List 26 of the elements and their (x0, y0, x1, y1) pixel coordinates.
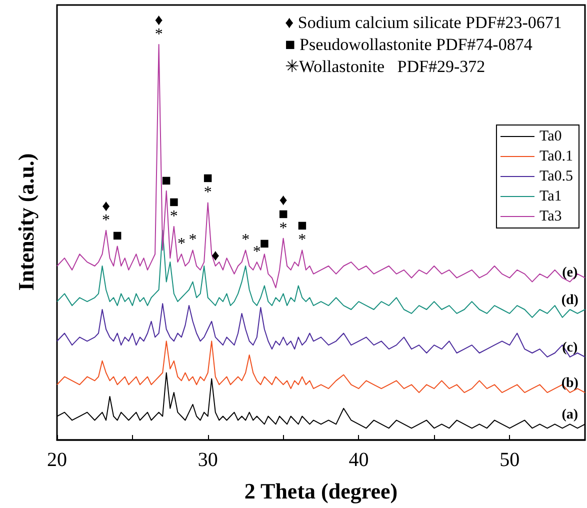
annotation: * (242, 232, 250, 249)
annotation: * (188, 232, 197, 249)
annotation: * (252, 244, 261, 261)
y-axis-title: Intensity (a.u.) (14, 153, 38, 291)
text: ♦ Sodium calcium silicate PDF#23-0671 (285, 13, 562, 32)
x-tick-label: 40 (348, 449, 369, 471)
legend-label: Ta1 (539, 188, 562, 204)
annotation: (a) (562, 408, 578, 423)
annotation: (e) (562, 265, 578, 280)
annotation: ■ (260, 236, 270, 253)
x-axis-title: 2 Theta (degree) (244, 478, 398, 504)
annotation: ✳Wollastonite PDF#29-372 (285, 57, 486, 76)
annotation: ■ Pseudowollastonite PDF#74-0874 (285, 35, 533, 54)
legend-label: Ta0 (539, 128, 562, 144)
annotation: ■ (162, 172, 172, 190)
legend-label: Ta0.1 (539, 148, 574, 164)
annotation: (b) (561, 376, 579, 392)
x-tick-label: 30 (198, 449, 218, 471)
x-tick-label: 20 (47, 449, 67, 471)
x-tick-label: 50 (500, 449, 520, 471)
legend-label: Ta0.5 (539, 168, 574, 184)
annotation: ♦ (211, 248, 220, 264)
legend-label: Ta3 (539, 208, 562, 224)
annotation: * (177, 236, 186, 253)
annotation: (d) (561, 293, 579, 308)
annotation: ■ (112, 228, 122, 245)
